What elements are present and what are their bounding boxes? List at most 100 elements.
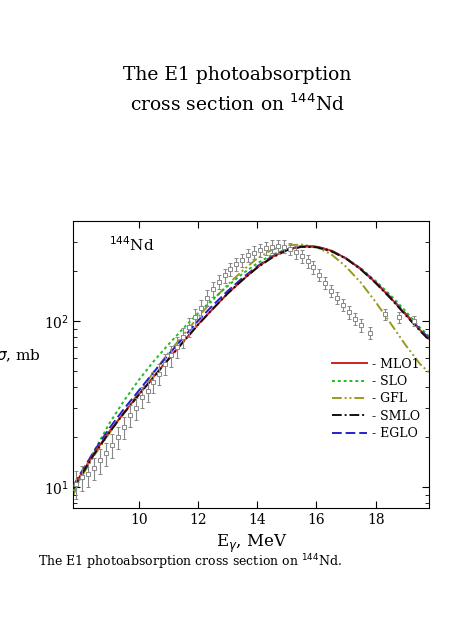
- - SMLO: [358, 266, 364, 273]
- - SLO: [165, 341, 171, 348]
- - GFL: [91, 452, 97, 459]
- - MLO1: [77, 473, 82, 481]
- - SMLO: [373, 280, 378, 287]
- - MLO1: [210, 305, 216, 313]
- - EGLO: [343, 254, 349, 262]
- - MLO1: [358, 265, 364, 273]
- - MLO1: [239, 276, 245, 284]
- - GFL: [136, 389, 142, 396]
- - SLO: [121, 397, 127, 404]
- - SMLO: [402, 311, 408, 319]
- - GFL: [284, 242, 290, 249]
- - SMLO: [388, 295, 393, 302]
- - MLO1: [299, 242, 304, 250]
- Line: - SLO: - SLO: [73, 247, 429, 491]
- - SLO: [195, 310, 201, 317]
- - SLO: [180, 325, 186, 333]
- - EGLO: [254, 262, 260, 270]
- - SMLO: [121, 410, 127, 417]
- - EGLO: [71, 482, 76, 490]
- - SLO: [136, 377, 142, 384]
- - SLO: [373, 277, 378, 285]
- - EGLO: [358, 265, 364, 273]
- - GFL: [195, 314, 201, 321]
- - GFL: [77, 476, 82, 484]
- - SMLO: [314, 244, 319, 251]
- - MLO1: [269, 253, 275, 261]
- - MLO1: [151, 373, 156, 380]
- - EGLO: [402, 310, 408, 317]
- - GFL: [402, 341, 408, 348]
- - SMLO: [269, 254, 275, 261]
- - MLO1: [284, 246, 290, 254]
- - EGLO: [314, 243, 319, 251]
- - MLO1: [343, 254, 349, 262]
- - SLO: [269, 251, 275, 259]
- - SLO: [284, 245, 290, 253]
- Legend: - MLO1, - SLO, - GFL, - SMLO, - EGLO: - MLO1, - SLO, - GFL, - SMLO, - EGLO: [329, 355, 423, 442]
- - GFL: [165, 350, 171, 357]
- - SMLO: [77, 475, 82, 482]
- - SLO: [254, 259, 260, 267]
- Line: - MLO1: - MLO1: [73, 246, 429, 487]
- - SLO: [151, 358, 156, 365]
- - MLO1: [225, 290, 230, 297]
- - GFL: [328, 251, 334, 258]
- Line: - EGLO: - EGLO: [73, 246, 429, 486]
- - SLO: [417, 324, 423, 331]
- - SLO: [343, 254, 349, 262]
- - MLO1: [106, 428, 112, 435]
- - SMLO: [328, 247, 334, 255]
- - EGLO: [91, 447, 97, 455]
- - GFL: [254, 254, 260, 262]
- - SMLO: [299, 243, 304, 251]
- - MLO1: [417, 326, 423, 334]
- - MLO1: [165, 355, 171, 363]
- - SLO: [91, 447, 97, 455]
- - SLO: [239, 270, 245, 278]
- - MLO1: [195, 321, 201, 328]
- - GFL: [151, 369, 156, 376]
- - SMLO: [225, 290, 230, 297]
- - EGLO: [299, 242, 304, 250]
- - GFL: [121, 409, 127, 416]
- - SLO: [402, 307, 408, 315]
- - SLO: [314, 244, 319, 251]
- - SMLO: [254, 264, 260, 271]
- - EGLO: [195, 317, 201, 325]
- - MLO1: [254, 264, 260, 271]
- Line: - GFL: - GFL: [73, 245, 429, 495]
- - GFL: [314, 244, 319, 251]
- - EGLO: [121, 405, 127, 413]
- - SMLO: [165, 356, 171, 363]
- - GFL: [239, 267, 245, 274]
- - EGLO: [210, 302, 216, 309]
- - SMLO: [210, 305, 216, 313]
- - SLO: [426, 333, 432, 340]
- - SLO: [71, 487, 76, 495]
- - GFL: [106, 430, 112, 437]
- - EGLO: [165, 351, 171, 358]
- - EGLO: [284, 245, 290, 253]
- - SLO: [210, 295, 216, 303]
- - SMLO: [343, 255, 349, 262]
- - SLO: [77, 476, 82, 484]
- - SLO: [328, 247, 334, 255]
- - EGLO: [225, 287, 230, 295]
- - MLO1: [388, 294, 393, 302]
- - EGLO: [239, 274, 245, 282]
- Y-axis label: $\sigma$, mb: $\sigma$, mb: [0, 348, 41, 364]
- - MLO1: [180, 338, 186, 346]
- Line: - SMLO: - SMLO: [73, 247, 429, 488]
- - SLO: [299, 243, 304, 251]
- - SMLO: [195, 321, 201, 329]
- - MLO1: [328, 247, 334, 254]
- - MLO1: [136, 391, 142, 399]
- - GFL: [299, 241, 304, 249]
- - MLO1: [314, 243, 319, 251]
- - GFL: [388, 319, 393, 327]
- - GFL: [225, 281, 230, 288]
- - EGLO: [388, 293, 393, 301]
- - MLO1: [121, 409, 127, 416]
- - GFL: [373, 298, 378, 306]
